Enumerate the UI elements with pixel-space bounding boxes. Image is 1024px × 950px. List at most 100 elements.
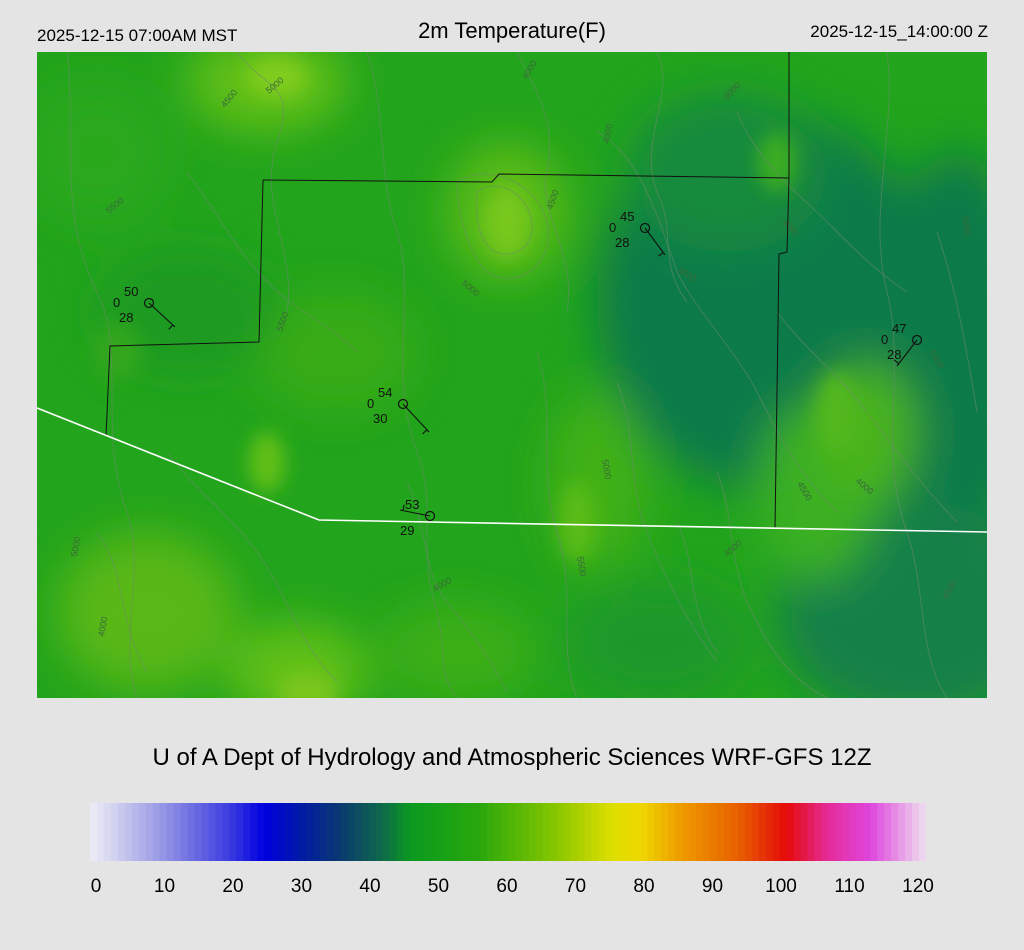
colorbar-segment <box>723 803 732 861</box>
station-cloud-cover: 0 <box>881 332 888 347</box>
colorbar-segment <box>703 803 711 861</box>
colorbar-segment <box>466 803 474 861</box>
station-circle <box>911 334 923 346</box>
station-temperature: 45 <box>620 209 634 224</box>
colorbar-segment <box>299 803 307 861</box>
colorbar-segment <box>912 803 920 861</box>
colorbar-segment <box>668 803 676 861</box>
county-boundaries <box>105 52 790 529</box>
colorbar-segment <box>131 803 140 861</box>
colorbar-segment <box>424 803 432 861</box>
colorbar-segment <box>765 803 774 861</box>
colorbar-segment <box>584 803 593 861</box>
contour-label: 5000 <box>960 216 973 237</box>
colorbar-segment <box>110 803 119 861</box>
station-dewpoint: 29 <box>400 523 414 538</box>
colorbar-segment <box>236 803 244 861</box>
station-1: 50 028 <box>113 284 176 330</box>
colorbar-segment <box>891 803 899 861</box>
station-circle <box>397 398 409 410</box>
local-time: 2025-12-15 07:00AM MST <box>37 26 238 45</box>
colorbar-segment <box>103 803 112 861</box>
colorbar-segment <box>696 803 704 861</box>
colorbar-segment <box>549 803 558 861</box>
colorbar-segment <box>786 803 795 861</box>
colorbar-segment <box>340 803 349 861</box>
colorbar-tick-label: 50 <box>427 876 450 897</box>
station-temperature: 54 <box>378 385 392 400</box>
utc-time: 2025-12-15_14:00:00 Z <box>810 22 988 41</box>
colorbar-segment <box>152 803 161 861</box>
colorbar-segment <box>730 803 739 861</box>
colorbar-segment <box>744 803 753 861</box>
colorbar-segment <box>292 803 300 861</box>
terrain-contours <box>66 52 978 698</box>
colorbar-segment <box>814 803 823 861</box>
colorbar-segment <box>626 803 634 861</box>
colorbar-segment <box>898 803 906 861</box>
wind-barb <box>402 403 430 433</box>
colorbar <box>90 803 926 861</box>
station-dewpoint: 30 <box>373 411 387 426</box>
colorbar-segment <box>271 803 279 861</box>
colorbar-segment <box>208 803 216 861</box>
colorbar-segment <box>535 803 544 861</box>
colorbar-segment <box>682 803 690 861</box>
wind-barb-flag <box>168 324 174 330</box>
colorbar-segment <box>382 803 391 861</box>
colorbar-segment <box>619 803 628 861</box>
colorbar-segment <box>264 803 272 861</box>
colorbar-segment <box>459 803 467 861</box>
colorbar-segment <box>772 803 781 861</box>
colorbar-segment <box>159 803 168 861</box>
colorbar-segment <box>605 803 614 861</box>
colorbar-segment <box>117 803 126 861</box>
colorbar-segment <box>145 803 154 861</box>
colorbar-segment <box>305 803 314 861</box>
colorbar-segment <box>361 803 370 861</box>
colorbar-segment <box>229 803 237 861</box>
colorbar-segment <box>438 803 446 861</box>
colorbar-segment <box>905 803 913 861</box>
station-circle <box>639 222 651 234</box>
colorbar-segment <box>689 803 697 861</box>
colorbar-segment <box>354 803 363 861</box>
colorbar-segment <box>487 803 495 861</box>
station-4: 54 030 <box>367 385 430 435</box>
station-temperature: 47 <box>892 321 906 336</box>
colorbar-segment <box>375 803 384 861</box>
colorbar-segment <box>828 803 837 861</box>
station-2: 45 028 <box>609 209 666 257</box>
colorbar-segment <box>410 803 419 861</box>
colorbar-segment <box>870 803 878 861</box>
wind-barb-flag <box>658 252 664 257</box>
colorbar-segment <box>417 803 425 861</box>
colorbar-segment <box>654 803 662 861</box>
colorbar-segment <box>494 803 502 861</box>
colorbar-segment <box>96 803 105 861</box>
colorbar-segment <box>884 803 892 861</box>
colorbar-segment <box>215 803 223 861</box>
colorbar-segment <box>800 803 809 861</box>
colorbar-segment <box>737 803 746 861</box>
colorbar-tick-label: 70 <box>564 876 587 897</box>
station-5: 53 29 <box>399 497 436 538</box>
station-cloud-cover: 0 <box>609 220 616 235</box>
colorbar-segment <box>542 803 551 861</box>
colorbar-segment <box>717 803 725 861</box>
station-temperature: 50 <box>124 284 138 299</box>
station-circle <box>424 510 436 522</box>
wind-barb <box>399 509 431 517</box>
colorbar-segment <box>863 803 871 861</box>
colorbar-segment <box>326 803 335 861</box>
wind-barb <box>896 339 918 367</box>
wind-barb-flag <box>422 429 428 435</box>
station-3: 47 028 <box>881 321 923 367</box>
colorbar-segment <box>403 803 412 861</box>
colorbar-segment <box>319 803 328 861</box>
colorbar-segment <box>501 803 509 861</box>
station-dewpoint: 28 <box>887 347 901 362</box>
colorbar-segment <box>347 803 356 861</box>
station-dewpoint: 28 <box>119 310 133 325</box>
